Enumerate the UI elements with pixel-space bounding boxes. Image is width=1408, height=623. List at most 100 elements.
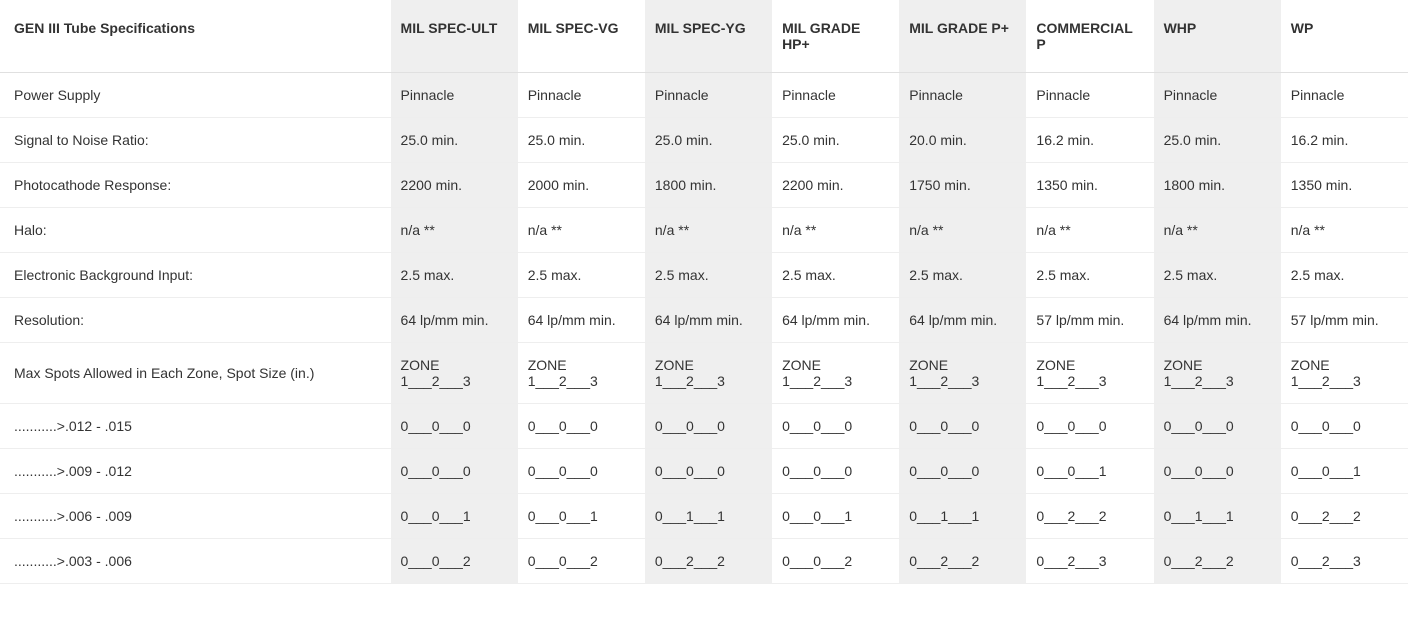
table-row: ...........>.006 - .009 0___0___1 0___0_… [0,494,1408,539]
col-header: MIL GRADE P+ [899,0,1026,73]
cell: n/a ** [645,208,772,253]
cell: Pinnacle [1026,73,1153,118]
cell: Pinnacle [391,73,518,118]
col-header: WP [1281,0,1408,73]
header-label-cell: GEN III Tube Specifications [0,0,391,73]
cell: 0___0___1 [1281,449,1408,494]
cell: 2.5 max. [772,253,899,298]
cell: 0___0___2 [391,539,518,584]
cell: 0___0___0 [899,404,1026,449]
cell: 25.0 min. [772,118,899,163]
cell: 0___0___0 [391,449,518,494]
spec-table-body: Power Supply Pinnacle Pinnacle Pinnacle … [0,73,1408,584]
row-label: Signal to Noise Ratio: [0,118,391,163]
cell: ZONE 1___2___3 [772,343,899,404]
cell: Pinnacle [518,73,645,118]
row-label: Max Spots Allowed in Each Zone, Spot Siz… [0,343,391,404]
cell: 2.5 max. [645,253,772,298]
cell: 0___1___1 [899,494,1026,539]
cell: 2.5 max. [899,253,1026,298]
row-label: Resolution: [0,298,391,343]
cell: ZONE 1___2___3 [518,343,645,404]
cell: Pinnacle [772,73,899,118]
cell: ZONE 1___2___3 [1154,343,1281,404]
cell: 57 lp/mm min. [1281,298,1408,343]
spec-table: GEN III Tube Specifications MIL SPEC-ULT… [0,0,1408,584]
cell: 0___2___3 [1281,539,1408,584]
cell: ZONE 1___2___3 [1281,343,1408,404]
row-label: Electronic Background Input: [0,253,391,298]
cell: 1350 min. [1026,163,1153,208]
cell: 0___0___0 [1154,404,1281,449]
cell: 0___0___0 [899,449,1026,494]
cell: 0___0___0 [518,449,645,494]
cell: 0___0___0 [772,404,899,449]
cell: 0___2___2 [1281,494,1408,539]
cell: 0___1___1 [645,494,772,539]
cell: 0___2___2 [899,539,1026,584]
cell: 0___0___2 [772,539,899,584]
cell: 2.5 max. [518,253,645,298]
cell: 2.5 max. [391,253,518,298]
cell: 0___2___2 [1026,494,1153,539]
cell: 0___2___2 [645,539,772,584]
table-row: ...........>.003 - .006 0___0___2 0___0_… [0,539,1408,584]
row-label: ...........>.012 - .015 [0,404,391,449]
cell: 0___0___0 [1281,404,1408,449]
cell: 0___0___1 [391,494,518,539]
col-header: MIL GRADE HP+ [772,0,899,73]
col-header: COMMERCIAL P [1026,0,1153,73]
cell: Pinnacle [899,73,1026,118]
cell: 64 lp/mm min. [899,298,1026,343]
cell: 0___0___1 [772,494,899,539]
cell: 16.2 min. [1281,118,1408,163]
cell: n/a ** [1026,208,1153,253]
table-row: Signal to Noise Ratio: 25.0 min. 25.0 mi… [0,118,1408,163]
cell: n/a ** [1281,208,1408,253]
cell: 1800 min. [1154,163,1281,208]
cell: 1800 min. [645,163,772,208]
cell: 2000 min. [518,163,645,208]
cell: 0___0___1 [1026,449,1153,494]
table-row: Electronic Background Input: 2.5 max. 2.… [0,253,1408,298]
cell: ZONE 1___2___3 [1026,343,1153,404]
col-header: WHP [1154,0,1281,73]
cell: 25.0 min. [645,118,772,163]
cell: 25.0 min. [391,118,518,163]
cell: 64 lp/mm min. [772,298,899,343]
cell: Pinnacle [645,73,772,118]
cell: 25.0 min. [1154,118,1281,163]
cell: 0___1___1 [1154,494,1281,539]
col-header: MIL SPEC-VG [518,0,645,73]
cell: n/a ** [391,208,518,253]
cell: n/a ** [518,208,645,253]
cell: n/a ** [772,208,899,253]
cell: ZONE 1___2___3 [645,343,772,404]
row-label: ...........>.003 - .006 [0,539,391,584]
cell: 0___0___0 [772,449,899,494]
table-row: Resolution: 64 lp/mm min. 64 lp/mm min. … [0,298,1408,343]
cell: Pinnacle [1154,73,1281,118]
cell: 1750 min. [899,163,1026,208]
table-row: Power Supply Pinnacle Pinnacle Pinnacle … [0,73,1408,118]
cell: 0___2___3 [1026,539,1153,584]
cell: 0___0___0 [518,404,645,449]
cell: n/a ** [899,208,1026,253]
row-label: Photocathode Response: [0,163,391,208]
cell: ZONE 1___2___3 [899,343,1026,404]
cell: n/a ** [1154,208,1281,253]
cell: 25.0 min. [518,118,645,163]
header-row: GEN III Tube Specifications MIL SPEC-ULT… [0,0,1408,73]
row-label: ...........>.009 - .012 [0,449,391,494]
cell: 64 lp/mm min. [645,298,772,343]
cell: 0___0___2 [518,539,645,584]
cell: 16.2 min. [1026,118,1153,163]
cell: 2.5 max. [1154,253,1281,298]
row-label: Power Supply [0,73,391,118]
cell: 57 lp/mm min. [1026,298,1153,343]
cell: 0___0___1 [518,494,645,539]
cell: 64 lp/mm min. [391,298,518,343]
table-row: ...........>.012 - .015 0___0___0 0___0_… [0,404,1408,449]
cell: 0___0___0 [391,404,518,449]
cell: 64 lp/mm min. [518,298,645,343]
